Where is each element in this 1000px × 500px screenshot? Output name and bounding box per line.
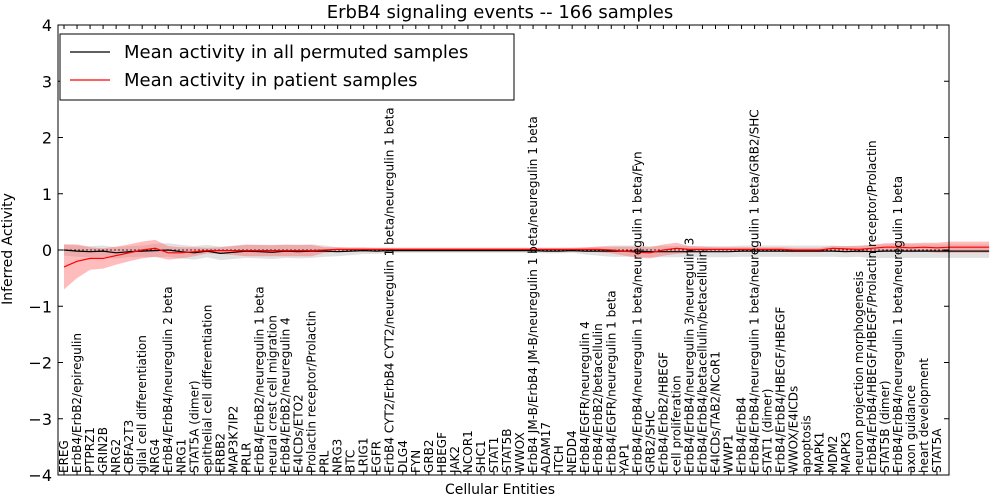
category-label: apoptosis <box>800 415 814 473</box>
category-label: glial cell differentiation <box>135 335 149 473</box>
category-label: NCOR1 <box>461 430 475 473</box>
category-label: ErbB4 CYT2/ErbB4 CYT2/neuregulin 1 beta/… <box>383 107 397 473</box>
category-label: ErbB4/ErbB2/epiregulin <box>70 333 84 473</box>
category-label: ErbB4/ErbB4 <box>735 397 749 473</box>
y-tick-label: 2 <box>42 129 52 148</box>
category-label: epithelial cell differentiation <box>200 305 214 473</box>
category-label: PRLR <box>239 442 253 473</box>
band-permuted <box>64 243 990 261</box>
category-label: ErbB4/ErbB4/neuregulin 3/neuregulin 3 <box>682 238 696 473</box>
error-bands <box>64 239 990 290</box>
category-label: EGFR <box>370 441 384 473</box>
category-label: ErbB4/EGFR/neuregulin 1 beta <box>604 290 618 473</box>
category-label: STAT5A (dimer) <box>187 380 201 473</box>
category-label: ErbB4/ErbB4/HBEGF/HBEGF <box>774 307 788 473</box>
category-label: STAT1 <box>487 437 501 473</box>
category-label: ErbB4/ErbB2/betacellulin <box>591 323 605 473</box>
category-label: STAT5B (dimer) <box>878 380 892 473</box>
category-label: PRL <box>318 450 332 473</box>
category-label: WWOX/E4ICDs <box>787 386 801 473</box>
category-label: GRB2 <box>422 439 436 473</box>
category-label: GRIN2B <box>96 427 110 473</box>
y-tick-label: 4 <box>42 16 52 35</box>
category-label: ErbB4/ErbB2/neuregulin 4 <box>279 317 293 473</box>
category-label: STAT1 (dimer) <box>761 389 775 473</box>
category-label: GRB2/SHC <box>643 410 657 473</box>
legend-box <box>59 33 515 101</box>
category-label: WWOX <box>513 432 527 473</box>
category-label: ErbB4/ErbB4/neuregulin 2 beta <box>161 286 175 473</box>
category-label: HBEGF <box>435 432 449 473</box>
y-tick-label: −2 <box>28 354 52 373</box>
y-tick-label: 3 <box>42 72 52 91</box>
legend-label-patient: Mean activity in patient samples <box>124 70 418 91</box>
axis-ticks: −4 −3 −2 −1 0 1 2 3 4 <box>28 16 949 485</box>
category-label: MAP3K7IP2 <box>226 406 240 473</box>
category-label: ErbB4/ErbB4/neuregulin 1 beta/neuregulin… <box>891 176 905 473</box>
legend-label-permuted: Mean activity in all permuted samples <box>124 42 468 63</box>
category-label: CBFA2T3 <box>122 420 136 473</box>
category-label: NRG1 <box>174 439 188 473</box>
category-label: ErbB4/ErbB4/HBEGF/HBEGF/Prolactin recept… <box>865 140 879 473</box>
category-label: NRG3 <box>331 439 345 473</box>
category-label: PTPRZ1 <box>83 427 97 473</box>
category-label: YAP1 <box>617 444 631 474</box>
chart-title: ErbB4 signaling events -- 166 samples <box>327 2 674 23</box>
category-label: NRG2 <box>109 439 123 473</box>
category-label: cell proliferation <box>669 375 683 473</box>
category-label: LRIG1 <box>357 438 371 474</box>
series-line-permuted <box>63 249 990 255</box>
category-label: WWP1 <box>722 434 736 473</box>
category-label: MDM2 <box>826 435 840 473</box>
category-label: ERBB2 <box>213 433 227 473</box>
x-axis-label: Cellular Entities <box>445 482 555 498</box>
category-label: ErbB4/ErbB2/HBEGF <box>656 352 670 473</box>
category-label: JAK2 <box>448 446 462 474</box>
category-label: SHC1 <box>474 440 488 473</box>
category-label: MAPK1 <box>813 432 827 473</box>
category-label: axon guidance <box>904 385 918 473</box>
category-label: DLG4 <box>396 440 410 473</box>
band-patient <box>64 239 990 290</box>
y-tick-label: −4 <box>28 466 52 485</box>
y-tick-label: −3 <box>28 410 52 429</box>
category-label: neural crest cell migration <box>266 315 280 473</box>
category-label: E4ICDs/ETO2 <box>292 394 306 473</box>
category-label: ErbB4/ErbB4/neuregulin 1 beta/neuregulin… <box>748 109 762 473</box>
category-label: E4ICDs/TAB2/NCoR1 <box>709 351 723 473</box>
category-label: neuron projection morphogenesis <box>852 271 866 473</box>
category-label: NEDD4 <box>565 430 579 473</box>
category-label: MAPK3 <box>839 432 853 473</box>
category-label: BTC <box>344 450 358 473</box>
category-label: STAT5B <box>500 428 514 472</box>
series-line-patient <box>63 246 990 268</box>
category-label: ITCH <box>552 445 566 473</box>
category-label: ErbB4/ErbB4/neuregulin 1 beta/neuregulin… <box>630 151 644 473</box>
category-label: FYN <box>409 450 423 473</box>
y-tick-label: 0 <box>42 241 52 260</box>
y-tick-label: 1 <box>42 185 52 204</box>
category-label: NRG4 <box>148 439 162 473</box>
y-tick-label: −1 <box>28 297 52 316</box>
plot-frame <box>57 24 950 476</box>
category-label: ADAM17 <box>539 422 553 473</box>
category-label: ErbB4/EGFR/neuregulin 4 <box>578 321 592 473</box>
category-label: Prolactin receptor/Prolactin <box>305 311 319 473</box>
category-labels: EREG ErbB4/ErbB2/epiregulin PTPRZ1 GRIN2B NR… <box>57 107 944 474</box>
category-label: ErbB4/ErbB2/neuregulin 1 beta <box>252 286 266 473</box>
category-label: ErbB4/ErbB4/betacellulin/betacellulin <box>696 250 710 473</box>
category-label: STAT5A <box>930 428 944 473</box>
legend: Mean activity in all permuted samples Me… <box>59 33 515 101</box>
y-axis-label: Inferred Activity <box>0 193 16 305</box>
series-lines <box>58 246 990 268</box>
category-label: heart development <box>917 358 931 473</box>
category-label: EREG <box>57 440 71 473</box>
category-label: ErbB4 JM-B/ErbB4 JM-B/neuregulin 1 beta/… <box>526 116 540 473</box>
